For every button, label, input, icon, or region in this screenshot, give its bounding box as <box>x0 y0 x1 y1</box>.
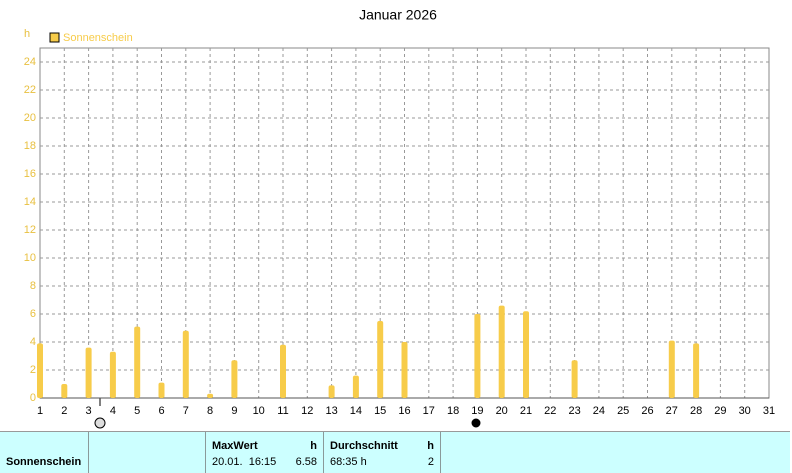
y-tick-label: 2 <box>30 364 36 376</box>
bar <box>134 326 141 398</box>
bar <box>158 382 165 398</box>
bar <box>401 342 408 398</box>
x-tick-label: 17 <box>423 405 435 417</box>
avg-cell: Durchschnitt h 68:35 h 2 <box>324 432 441 473</box>
bar <box>85 347 92 398</box>
bar <box>377 321 384 398</box>
row-label-cell: Sonnenschein <box>0 432 89 473</box>
bar <box>474 314 481 398</box>
y-tick-label: 8 <box>30 280 36 292</box>
y-tick-label: 10 <box>24 252 36 264</box>
x-tick-label: 9 <box>231 405 237 417</box>
y-tick-label: 14 <box>24 196 36 208</box>
max-cell: MaxWert h 20.01. 16:15 6.58 <box>206 432 324 473</box>
x-tick-label: 14 <box>350 405 362 417</box>
x-tick-label: 3 <box>86 405 92 417</box>
bar <box>498 305 505 398</box>
x-tick-label: 25 <box>617 405 629 417</box>
bar <box>231 360 238 398</box>
y-tick-label: 0 <box>30 392 36 404</box>
empty-cell <box>89 432 206 473</box>
bar <box>328 385 335 398</box>
x-tick-label: 1 <box>37 405 43 417</box>
x-tick-label: 8 <box>207 405 213 417</box>
x-tick-label: 27 <box>666 405 678 417</box>
chart-title: Januar 2026 <box>359 7 437 23</box>
bar <box>61 384 68 398</box>
col-header: MaxWert <box>212 440 258 452</box>
new-moon-icon <box>471 418 481 428</box>
y-tick-label: 18 <box>24 140 36 152</box>
bar <box>571 360 578 398</box>
x-tick-label: 18 <box>447 405 459 417</box>
x-tick-label: 6 <box>158 405 164 417</box>
bar <box>352 375 359 398</box>
x-tick-label: 26 <box>641 405 653 417</box>
x-tick-label: 16 <box>398 405 410 417</box>
x-tick-label: 13 <box>325 405 337 417</box>
y-tick-label: 24 <box>24 56 36 68</box>
x-tick-label: 19 <box>471 405 483 417</box>
y-tick-label: 4 <box>30 336 36 348</box>
x-tick-label: 28 <box>690 405 702 417</box>
x-tick-label: 15 <box>374 405 386 417</box>
y-tick-label: 12 <box>24 224 36 236</box>
row-label: Sonnenschein <box>6 456 82 468</box>
full-moon-icon <box>94 417 106 429</box>
x-tick-label: 20 <box>496 405 508 417</box>
y-tick-label: 16 <box>24 168 36 180</box>
x-tick-label: 30 <box>739 405 751 417</box>
col-unit: h <box>427 440 434 452</box>
bar <box>207 393 214 398</box>
bar <box>280 344 286 398</box>
x-tick-label: 2 <box>61 405 67 417</box>
bar <box>109 351 116 398</box>
legend-label: Sonnenschein <box>63 32 133 44</box>
x-tick-label: 7 <box>183 405 189 417</box>
legend-swatch <box>49 32 60 43</box>
col-header: Durchschnitt <box>330 440 398 452</box>
cell: 2 <box>427 456 434 468</box>
bar <box>693 343 700 398</box>
x-tick-label: 23 <box>568 405 580 417</box>
cell: 20.01. 16:15 <box>212 456 277 468</box>
y-axis-label: h <box>24 28 30 40</box>
x-tick-label: 29 <box>714 405 726 417</box>
x-tick-label: 31 <box>763 405 775 417</box>
y-tick-label: 20 <box>24 112 36 124</box>
bar <box>523 311 529 398</box>
x-tick-label: 4 <box>110 405 116 417</box>
x-tick-label: 24 <box>593 405 605 417</box>
x-tick-label: 21 <box>520 405 532 417</box>
x-tick-label: 5 <box>134 405 140 417</box>
x-tick-label: 12 <box>301 405 313 417</box>
cell: 68:35 h <box>330 456 367 468</box>
y-tick-label: 6 <box>30 308 36 320</box>
cell: 6.58 <box>295 456 317 468</box>
y-tick-label: 22 <box>24 84 36 96</box>
x-tick-label: 11 <box>277 405 288 417</box>
x-tick-label: 10 <box>253 405 265 417</box>
x-tick-label: 22 <box>544 405 556 417</box>
col-unit: h <box>310 440 317 452</box>
bar <box>182 330 189 398</box>
bar <box>37 343 43 398</box>
bar <box>668 340 675 398</box>
summary-table: Sonnenschein MaxWert h 20.01. 16:15 6.58… <box>0 431 790 473</box>
